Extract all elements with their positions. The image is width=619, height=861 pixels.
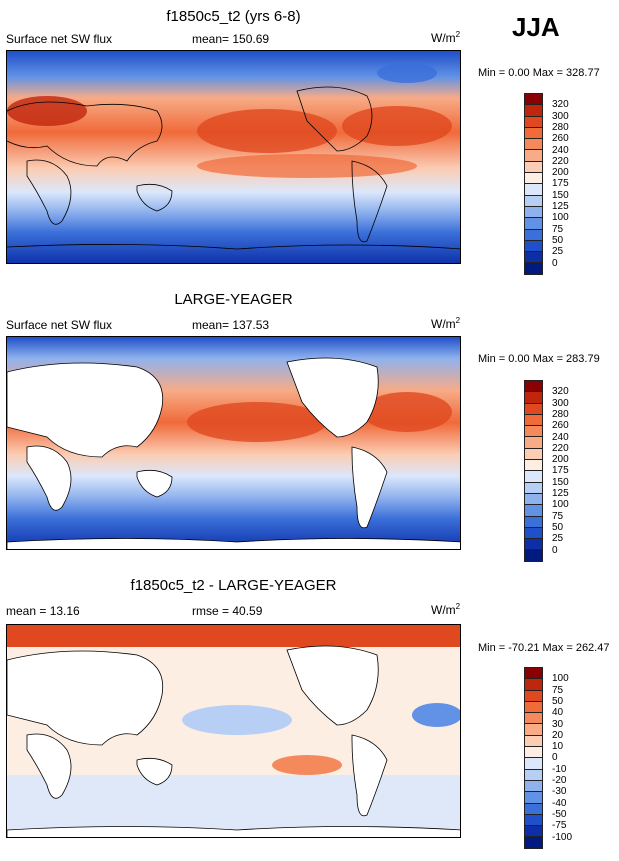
colorbar-tick-label: 50 [552,234,564,246]
panel3-title: f1850c5_t2 - LARGE-YEAGER [130,577,337,594]
colorbar-tick-label: 0 [552,752,558,764]
colorbar-tick-label: 75 [552,684,564,696]
colorbar-tick-label: 50 [552,695,564,707]
panel2-units: W/m2 [431,316,461,331]
panel2-land [7,357,460,549]
panel3-minmax: Min = -70.21 Max = 262.47 [478,642,610,654]
season-label: JJA [512,12,560,42]
colorbar-tick-label: 40 [552,707,564,719]
panel1-mean: mean= 150.69 [192,32,270,46]
colorbar-tick-label: 175 [552,465,569,477]
colorbar-tick-label: 260 [552,420,569,432]
panel1-units: W/m2 [431,30,461,45]
colorbar-tick-label: -10 [552,763,567,775]
colorbar-tick-label: 175 [552,178,569,190]
panel2-minmax: Min = 0.00 Max = 283.79 [478,353,600,365]
colorbar-tick-label: 25 [552,533,564,545]
panel3-units: W/m2 [431,602,461,617]
panel1-colorbar [524,93,543,275]
colorbar-tick-label: 260 [552,133,569,145]
panel1-minmax: Min = 0.00 Max = 328.77 [478,67,600,79]
colorbar-tick-label: -40 [552,797,567,809]
colorbar-tick-label: 200 [552,167,569,179]
colorbar-tick-label: 220 [552,442,569,454]
panel3-rmse: rmse = 40.59 [192,604,263,618]
colorbar-tick-label: 300 [552,397,569,409]
colorbar-tick-label: 20 [552,729,564,741]
colorbar-tick-label: 150 [552,476,569,488]
colorbar-tick-label: 240 [552,431,569,443]
panel2-colorbar [524,380,543,562]
panel2-map [6,336,461,550]
colorbar-tick-label: -50 [552,808,567,820]
panel1-left-label: Surface net SW flux [6,32,113,46]
colorbar-tick-label: 25 [552,246,564,258]
cbar3-swatch [524,836,543,849]
colorbar-tick-label: 280 [552,121,569,133]
panel1-coastlines [7,86,460,250]
colorbar-tick-label: -20 [552,775,567,786]
colorbar-tick-label: 220 [552,155,569,167]
colorbar-tick-label: 200 [552,454,569,466]
colorbar-tick-label: 125 [552,201,569,212]
cbar2-swatch [524,549,543,562]
colorbar-tick-label: 240 [552,144,569,156]
colorbar-tick-label: 125 [552,488,569,499]
panel3-colorbar [524,667,543,849]
colorbar-tick-label: -100 [552,831,573,843]
colorbar-tick-label: 300 [552,110,569,122]
panel1-map [6,50,461,264]
colorbar-tick-label: 280 [552,408,569,420]
panel3-land [7,645,460,837]
colorbar-tick-label: 10 [552,741,564,753]
colorbar-tick-label: 100 [552,212,569,224]
cbar1-swatch [524,262,543,275]
colorbar-tick-label: -75 [552,820,567,832]
colorbar-tick-label: 0 [552,544,558,556]
colorbar-tick-label: 100 [552,499,569,511]
colorbar-tick-label: 0 [552,257,558,269]
panel2-title: LARGE-YEAGER [174,291,293,308]
panel2-mean: mean= 137.53 [192,318,270,332]
colorbar-tick-label: 30 [552,718,564,730]
panel1-title: f1850c5_t2 (yrs 6-8) [166,8,301,25]
colorbar-tick-label: 320 [552,99,569,111]
colorbar-tick-label: 75 [552,510,564,522]
panel3-mean: mean = 13.16 [6,604,80,618]
panel3-map [6,624,461,838]
colorbar-tick-label: -30 [552,786,567,798]
colorbar-tick-label: 50 [552,521,564,533]
colorbar-tick-label: 320 [552,386,569,398]
colorbar-tick-label: 100 [552,673,569,685]
panel2-left-label: Surface net SW flux [6,318,113,332]
colorbar-tick-label: 75 [552,223,564,235]
colorbar-tick-label: 150 [552,189,569,201]
